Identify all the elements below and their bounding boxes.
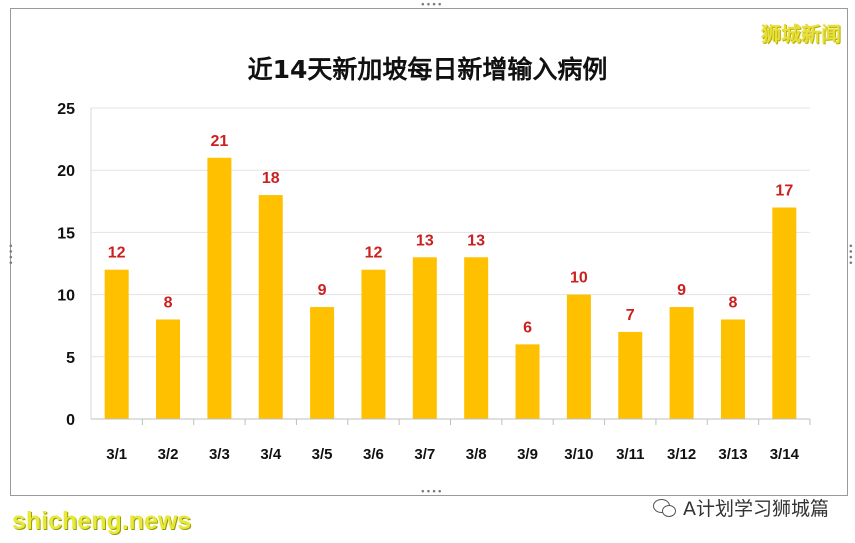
bars: [104, 157, 797, 419]
data-label: 21: [210, 133, 228, 150]
bar: [156, 319, 181, 419]
data-label: 18: [262, 170, 280, 187]
x-tick-label: 3/14: [770, 446, 800, 463]
x-tick-label: 3/11: [616, 446, 644, 463]
account-watermark: A计划学习狮城篇: [653, 494, 829, 521]
data-labels: 12 8 21 18 9 12 13 13 6 10 7 9 8 17: [108, 133, 794, 337]
y-tick-label: 20: [57, 163, 75, 180]
x-tick-label: 3/1: [106, 446, 127, 463]
x-tick-label: 3/10: [564, 446, 593, 463]
x-tick-label: 3/7: [414, 446, 435, 463]
x-tick-label: 3/5: [312, 446, 333, 463]
bar: [104, 269, 129, 419]
data-label: 12: [365, 245, 383, 262]
x-tick-label: 3/12: [667, 446, 696, 463]
bar: [720, 319, 745, 419]
x-axis: [91, 418, 811, 425]
y-tick-label: 10: [57, 288, 75, 305]
account-name: A计划学习狮城篇: [683, 498, 829, 520]
x-tick-label: 3/3: [209, 446, 230, 463]
x-tick-label: 3/9: [517, 446, 538, 463]
data-label: 13: [416, 232, 434, 249]
resize-handle-right[interactable]: ∙∙∙∙: [845, 243, 855, 266]
data-label: 8: [164, 294, 173, 311]
y-tick-label: 0: [66, 412, 75, 429]
y-tick-label: 5: [66, 350, 75, 367]
bar: [310, 307, 335, 419]
resize-handle-left[interactable]: ∙∙∙∙: [5, 243, 15, 266]
x-tick-label: 3/6: [363, 446, 384, 463]
y-axis-ticks: 0 5 10 15 20 25: [57, 101, 75, 429]
gridlines: [90, 107, 810, 419]
bar: [361, 269, 386, 419]
data-label: 10: [570, 270, 588, 287]
bar: [258, 195, 283, 419]
x-tick-label: 3/13: [718, 446, 747, 463]
resize-handle-bottom[interactable]: ∙∙∙∙: [420, 487, 443, 497]
bar: [515, 344, 540, 419]
y-tick-label: 25: [57, 101, 75, 118]
bar: [772, 207, 797, 419]
bar: [566, 294, 591, 419]
brand-watermark: 狮城新闻: [761, 22, 841, 46]
x-axis-ticks: 3/1 3/2 3/3 3/4 3/5 3/6 3/7 3/8 3/9 3/10 3/11 3/12 3…: [106, 446, 799, 463]
bar: [669, 307, 694, 419]
bar: [412, 257, 437, 419]
data-label: 12: [108, 245, 126, 262]
chart-title: 近14天新加坡每日新增输入病例: [247, 55, 608, 84]
data-label: 13: [467, 232, 485, 249]
data-label: 9: [677, 282, 686, 299]
data-label: 9: [318, 282, 327, 299]
data-label: 17: [775, 183, 793, 200]
x-tick-label: 3/2: [158, 446, 179, 463]
x-tick-label: 3/8: [466, 446, 487, 463]
site-watermark: shicheng.news: [12, 507, 192, 535]
data-label: 7: [626, 307, 635, 324]
resize-handle-top[interactable]: ∙∙∙∙: [420, 0, 443, 10]
bar: [618, 331, 643, 419]
wechat-icon: [653, 498, 677, 518]
x-tick-label: 3/4: [260, 446, 282, 463]
data-label: 8: [729, 294, 738, 311]
bar: [207, 157, 232, 419]
bar: [464, 257, 489, 419]
y-tick-label: 15: [57, 225, 75, 242]
data-label: 6: [523, 319, 532, 336]
